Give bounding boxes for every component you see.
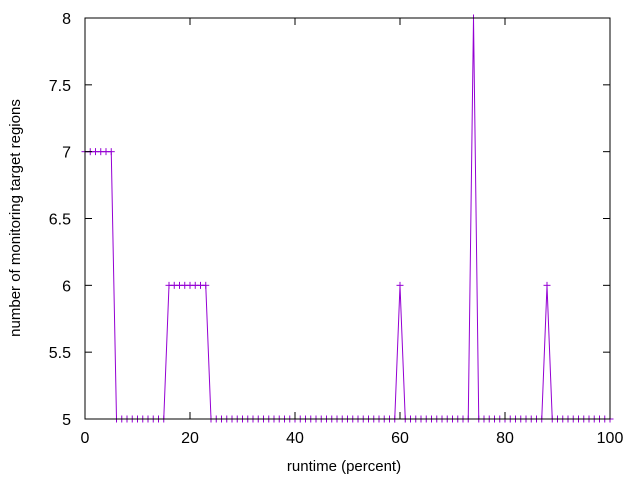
data-point bbox=[107, 148, 115, 156]
y-tick-label: 8 bbox=[62, 11, 71, 28]
plot-frame bbox=[84, 17, 611, 420]
y-tick-label: 5.5 bbox=[49, 345, 71, 362]
x-tick-label: 40 bbox=[286, 430, 304, 447]
x-tick-label: 100 bbox=[597, 430, 624, 447]
x-tick-label: 60 bbox=[391, 430, 409, 447]
x-tick-label: 0 bbox=[81, 430, 90, 447]
y-tick-label: 7 bbox=[62, 145, 71, 162]
data-point bbox=[543, 281, 551, 289]
x-tick-label: 80 bbox=[496, 430, 514, 447]
data-point bbox=[396, 281, 404, 289]
y-tick-label: 5 bbox=[62, 412, 71, 429]
y-axis-label: number of monitoring target regions bbox=[7, 99, 24, 337]
x-tick-label: 20 bbox=[181, 430, 199, 447]
data-point bbox=[202, 281, 210, 289]
x-axis-label: runtime (percent) bbox=[287, 458, 401, 475]
y-tick-label: 6 bbox=[62, 278, 71, 295]
y-tick-label: 7.5 bbox=[49, 78, 71, 95]
y-tick-label: 6.5 bbox=[49, 212, 71, 229]
